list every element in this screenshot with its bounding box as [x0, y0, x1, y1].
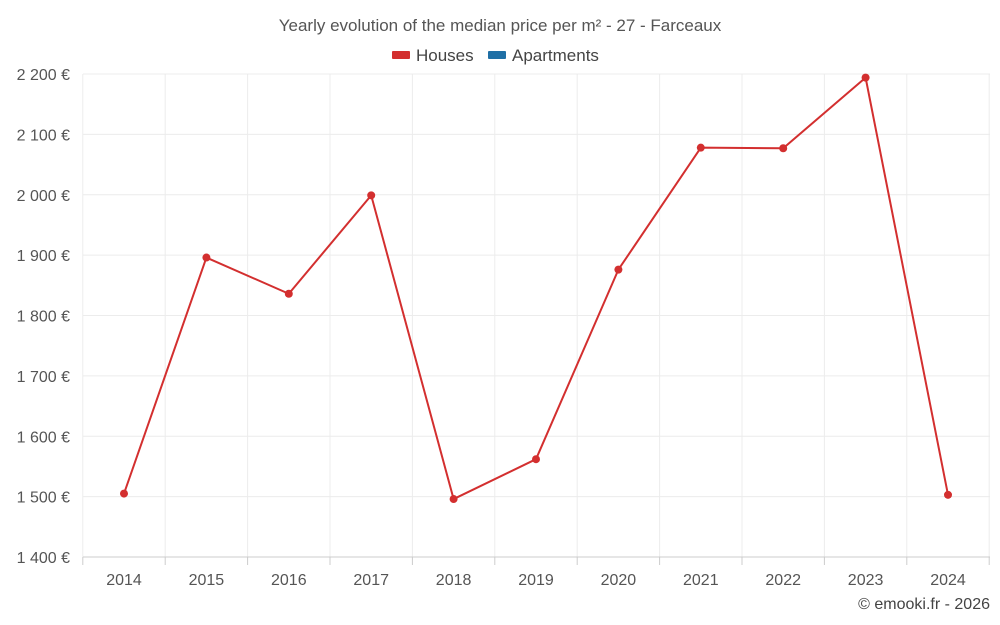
x-tick-label: 2021: [683, 572, 719, 589]
x-axis-ticks: 2014 2015 2016 2017 2018 2019 2020 2021 2022 2023…: [82, 557, 990, 589]
y-tick-label: 1 700 €: [17, 369, 70, 386]
x-tick-label: 2016: [271, 572, 307, 589]
data-point-houses-2015[interactable]: [202, 253, 211, 262]
data-point-houses-2014[interactable]: [120, 489, 128, 498]
data-point-houses-2024[interactable]: [944, 490, 952, 499]
legend-item-houses[interactable]: Houses: [392, 46, 474, 65]
x-tick-label: 2022: [765, 572, 801, 589]
data-point-houses-2020[interactable]: [614, 265, 623, 274]
x-tick-label: 2014: [106, 572, 142, 589]
legend-label-apartments: Apartments: [512, 46, 599, 65]
x-tick-label: 2018: [436, 572, 472, 589]
legend-swatch-apartments: [488, 51, 506, 59]
y-tick-label: 2 000 €: [17, 188, 70, 205]
y-tick-label: 1 600 €: [17, 429, 70, 446]
y-tick-label: 2 200 €: [17, 67, 70, 84]
series-houses: [120, 73, 952, 504]
gridlines: [82, 73, 990, 557]
legend-label-houses: Houses: [416, 46, 474, 65]
data-point-houses-2017[interactable]: [367, 191, 376, 200]
y-tick-label: 1 500 €: [17, 490, 70, 507]
data-point-houses-2022[interactable]: [779, 144, 788, 153]
y-tick-label: 1 900 €: [17, 248, 70, 265]
x-tick-label: 2020: [601, 572, 637, 589]
x-tick-label: 2017: [353, 572, 389, 589]
y-tick-label: 1 400 €: [17, 550, 70, 567]
data-point-houses-2021[interactable]: [696, 143, 705, 152]
y-tick-label: 1 800 €: [17, 309, 70, 326]
x-tick-label: 2019: [518, 572, 554, 589]
x-tick-label: 2015: [189, 572, 225, 589]
data-point-houses-2018[interactable]: [449, 495, 458, 504]
x-tick-label: 2024: [930, 572, 966, 589]
legend-swatch-houses: [392, 51, 410, 59]
data-point-houses-2019[interactable]: [532, 455, 540, 464]
legend-item-apartments[interactable]: Apartments: [488, 46, 599, 65]
y-tick-label: 2 100 €: [17, 127, 70, 144]
data-point-houses-2023[interactable]: [861, 73, 870, 82]
x-tick-label: 2023: [848, 572, 884, 589]
y-axis-ticks: 1 400 € 1 500 € 1 600 € 1 700 € 1 800 € 1 900…: [17, 67, 70, 567]
credit-text: © emooki.fr - 2026: [858, 596, 990, 613]
data-point-houses-2016[interactable]: [284, 289, 293, 298]
legend: Houses Apartments: [392, 46, 599, 65]
chart-title: Yearly evolution of the median price per…: [279, 16, 722, 35]
